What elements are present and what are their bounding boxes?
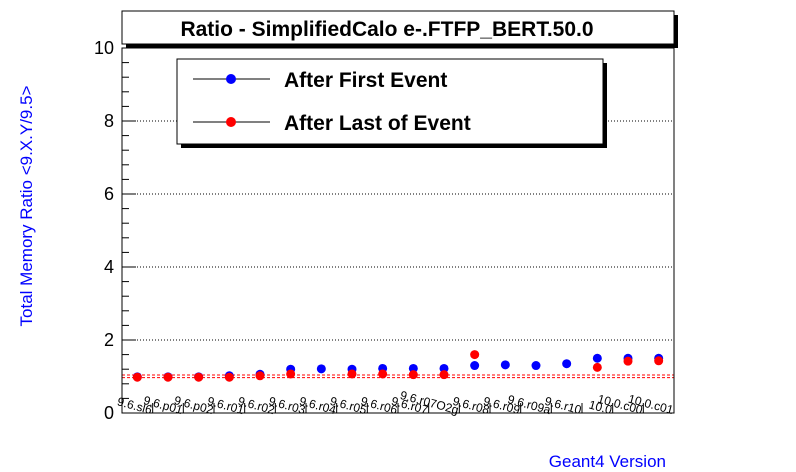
point-first-10 bbox=[439, 363, 449, 373]
x-axis-title: Geant4 Version bbox=[549, 452, 666, 471]
point-first-15 bbox=[592, 353, 602, 363]
point-last-2 bbox=[194, 372, 204, 382]
point-last-0 bbox=[132, 372, 142, 382]
chart-title: Ratio - SimplifiedCalo e-.FTFP_BERT.50.0 bbox=[180, 18, 593, 41]
y-tick-label-2: 4 bbox=[104, 257, 114, 277]
point-last-7 bbox=[347, 369, 357, 379]
point-last-1 bbox=[163, 372, 173, 382]
point-first-11 bbox=[470, 361, 480, 371]
point-last-4 bbox=[255, 371, 265, 381]
legend-marker-last bbox=[226, 117, 236, 127]
point-first-6 bbox=[316, 364, 326, 374]
point-last-3 bbox=[224, 372, 234, 382]
point-first-13 bbox=[531, 361, 541, 371]
x-tick-label-15: 10.0 bbox=[587, 397, 613, 417]
point-first-14 bbox=[562, 359, 572, 369]
point-last-5 bbox=[286, 369, 296, 379]
point-last-15 bbox=[592, 362, 602, 372]
legend-marker-first bbox=[226, 74, 236, 84]
point-last-11 bbox=[470, 350, 480, 360]
point-last-17 bbox=[654, 356, 664, 366]
y-tick-label-5: 10 bbox=[94, 38, 114, 58]
y-tick-label-0: 0 bbox=[104, 403, 114, 423]
point-first-12 bbox=[500, 360, 510, 370]
point-last-8 bbox=[378, 369, 388, 379]
point-first-9 bbox=[408, 363, 418, 373]
point-last-16 bbox=[623, 356, 633, 366]
y-axis-title: Total Memory Ratio <9.X.Y/9.5> bbox=[17, 85, 36, 326]
point-last-10 bbox=[439, 370, 449, 380]
y-tick-label-3: 6 bbox=[104, 184, 114, 204]
y-tick-label-1: 2 bbox=[104, 330, 114, 350]
legend-label-first: After First Event bbox=[284, 69, 447, 92]
legend bbox=[176, 58, 604, 145]
title-box bbox=[121, 10, 675, 45]
y-tick-label-4: 8 bbox=[104, 111, 114, 131]
legend-label-last: After Last of Event bbox=[284, 112, 471, 135]
reference-lines bbox=[122, 374, 674, 379]
y-axis: 0 2 4 6 8 10 bbox=[94, 38, 136, 423]
point-last-9 bbox=[408, 370, 418, 380]
data-points bbox=[132, 350, 664, 382]
